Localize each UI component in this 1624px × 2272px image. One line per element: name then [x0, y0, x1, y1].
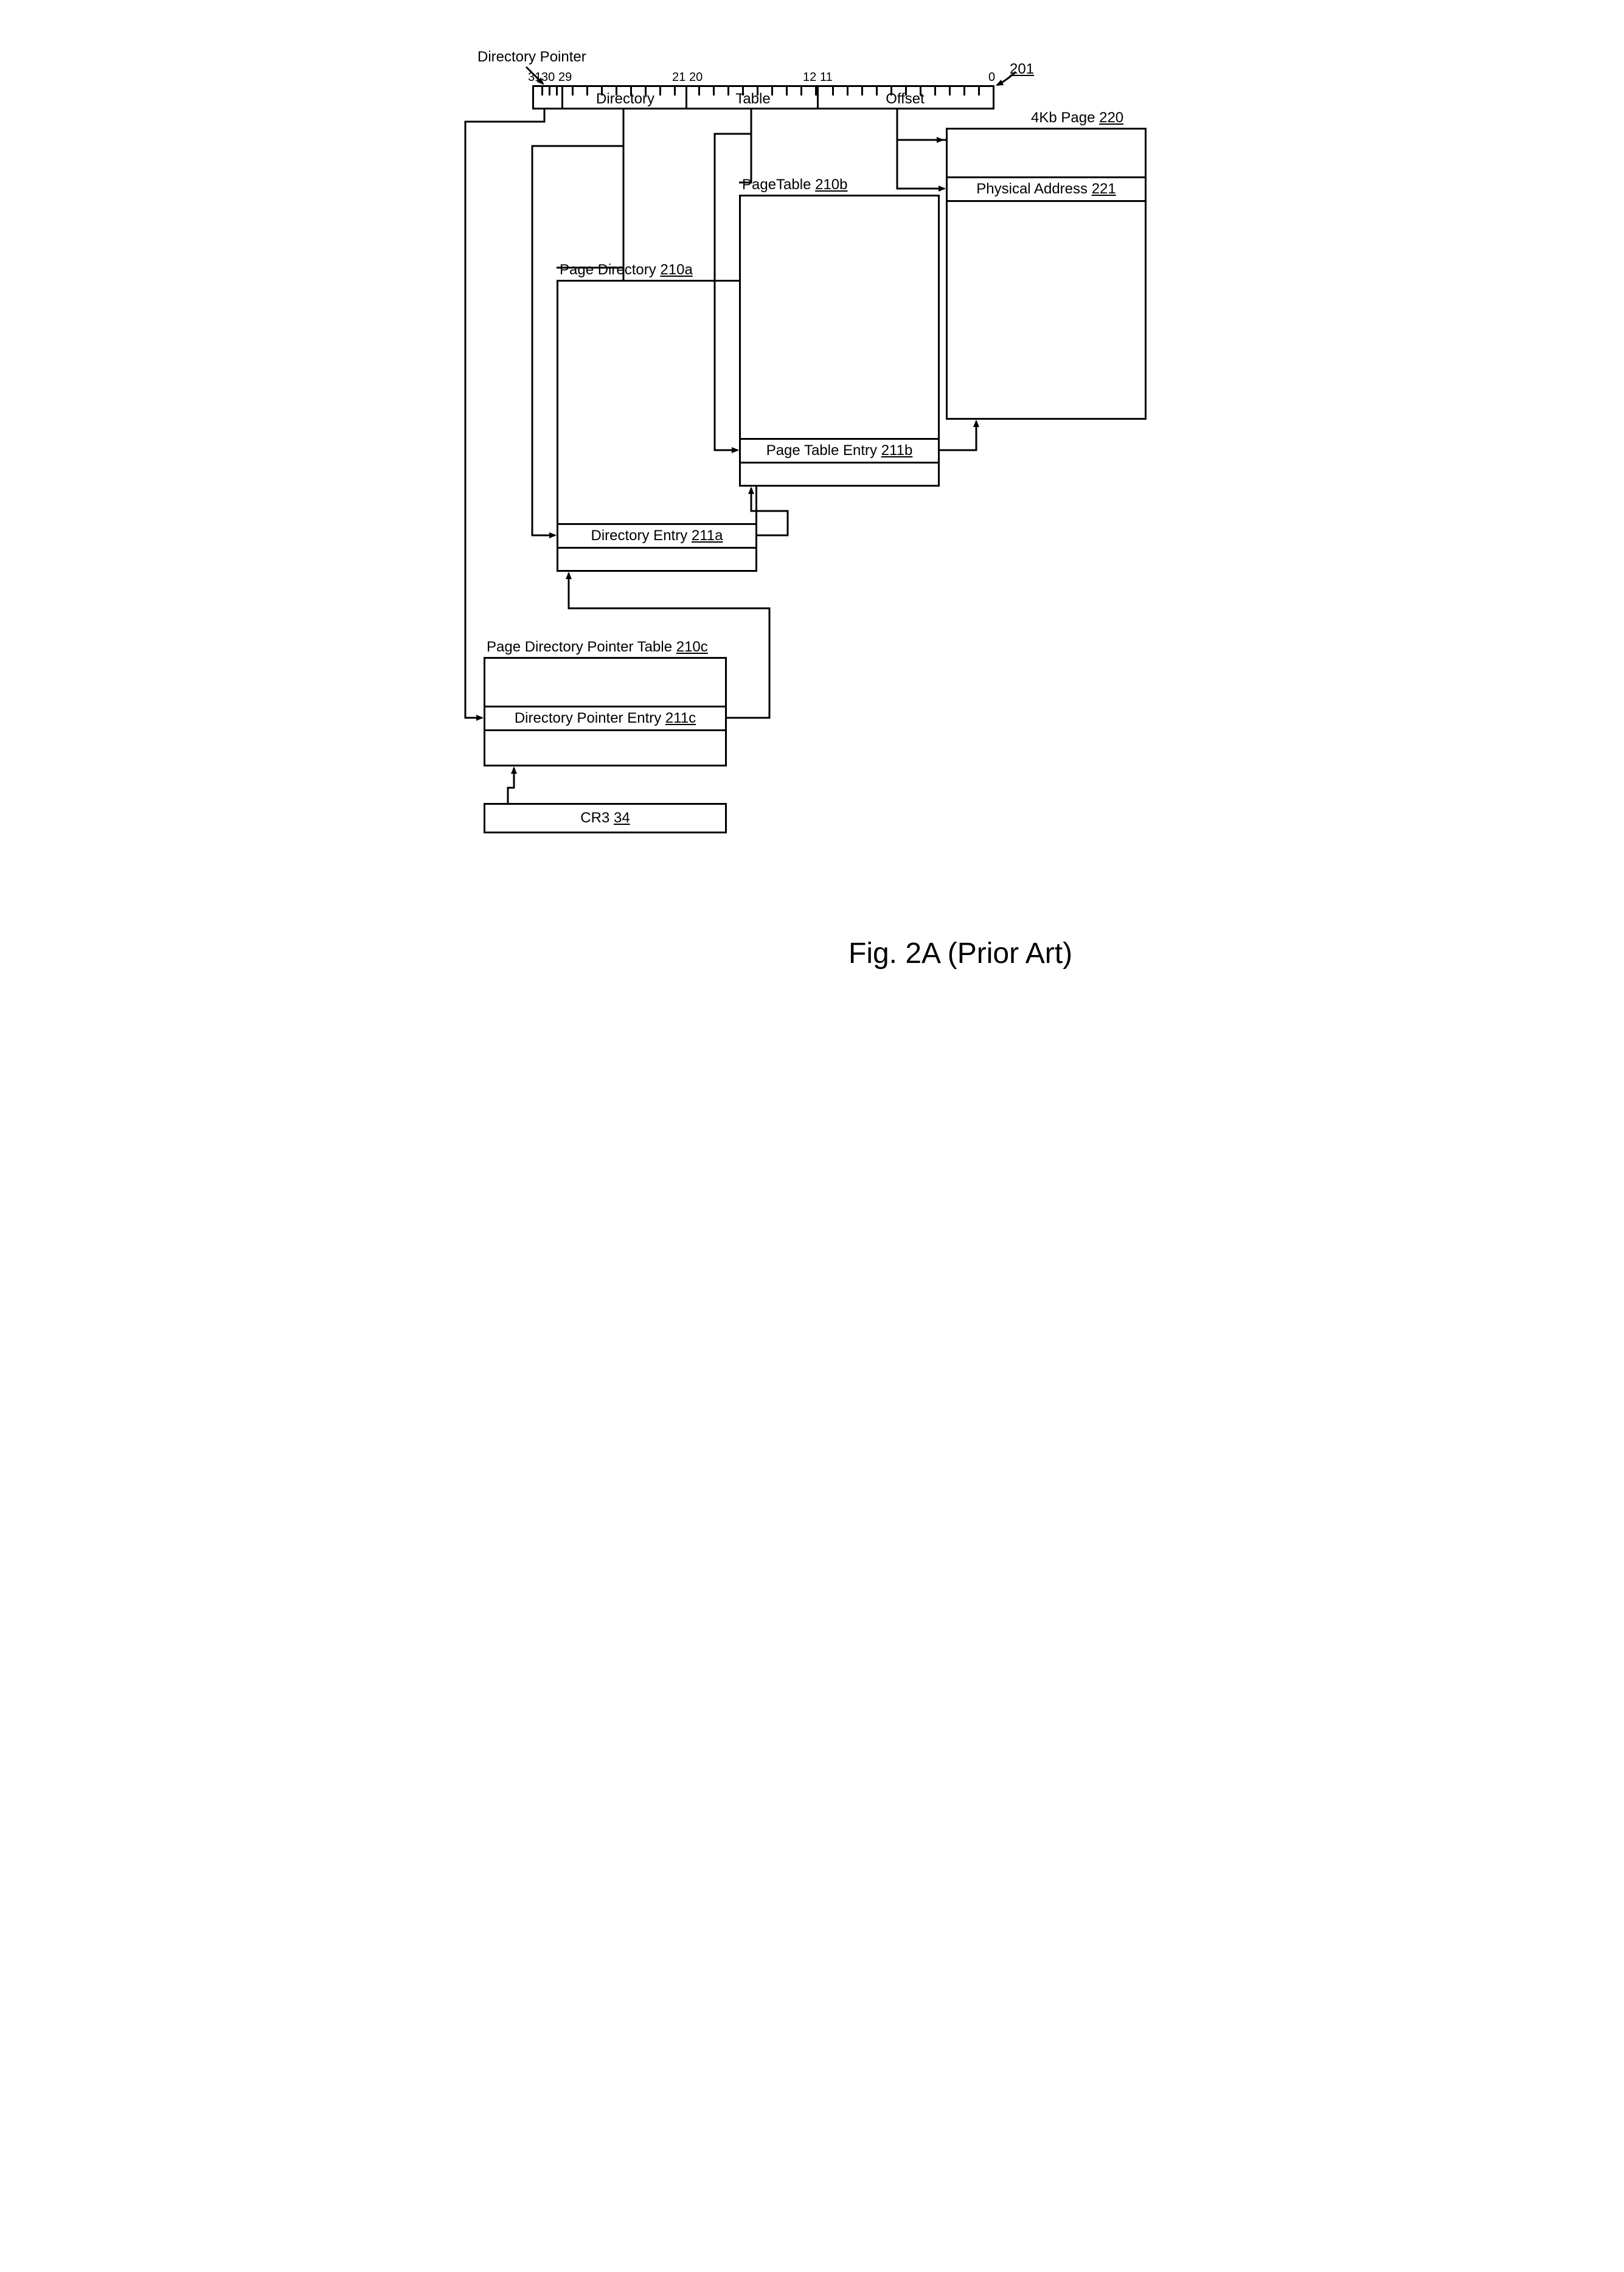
bit-label-0: 0 — [988, 71, 995, 85]
page-4kb-box — [946, 128, 1147, 420]
bit-label-21: 21 — [672, 71, 685, 85]
linear-address-ruler: Directory Table Offset — [532, 85, 994, 109]
cr3-box: CR3 34 — [484, 803, 727, 833]
page-table-entry-row: Page Table Entry 211b — [739, 438, 940, 464]
figure-caption: Fig. 2A (Prior Art) — [848, 937, 1072, 970]
bit-label-29: 29 — [558, 71, 572, 85]
page-4kb-title: 4Kb Page 220 — [1031, 109, 1123, 127]
pdpt-title: Page Directory Pointer Table 210c — [487, 639, 708, 656]
bit-label-12: 12 — [803, 71, 816, 85]
bit-label-31: 31 — [528, 71, 541, 85]
ref-201: 201 — [1010, 61, 1034, 78]
page-directory-title: Page Directory 210a — [560, 262, 693, 279]
ruler-field-offset: Offset — [856, 91, 954, 108]
pdpt-entry-row: Directory Pointer Entry 211c — [484, 706, 727, 731]
ruler-field-table: Table — [710, 91, 796, 108]
bit-label-20: 20 — [689, 71, 703, 85]
bit-label-11: 11 — [820, 71, 833, 85]
directory-pointer-label: Directory Pointer — [477, 49, 586, 66]
page-table-title: PageTable 210b — [742, 176, 848, 193]
diagram-canvas: Directory Pointer 31 30 29 21 20 12 11 0… — [447, 24, 1177, 1046]
ruler-field-directory: Directory — [577, 91, 674, 108]
bit-label-30: 30 — [541, 71, 555, 85]
physical-address-row: Physical Address 221 — [946, 176, 1147, 202]
directory-entry-row: Directory Entry 211a — [557, 523, 757, 549]
